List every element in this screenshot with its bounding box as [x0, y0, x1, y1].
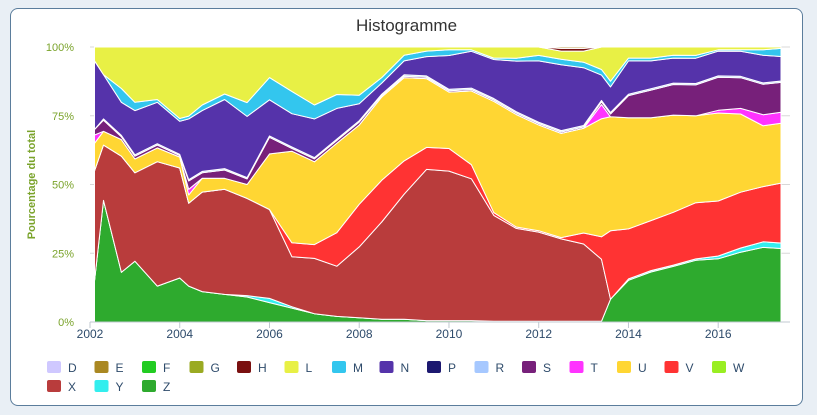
y-tick-label: 0% [58, 317, 74, 329]
x-tick-label: 2010 [436, 327, 463, 341]
legend-swatch [379, 361, 394, 373]
x-tick-label: 2016 [705, 327, 732, 341]
legend-swatch [189, 361, 204, 373]
legend-label: E [116, 361, 124, 375]
stacked-areas [94, 46, 782, 323]
legend-item-n[interactable]: N [379, 361, 410, 375]
legend-item-r[interactable]: R [474, 361, 505, 375]
x-tick-label: 2014 [615, 327, 642, 341]
legend-label: Y [116, 380, 124, 394]
legend-item-u[interactable]: U [617, 361, 647, 375]
legend-item-s[interactable]: S [522, 361, 551, 375]
legend-label: F [163, 361, 170, 375]
y-tick-label: 50% [52, 180, 74, 192]
axes: 0% 25% 50% 75% 100% 2002 2004 2006 2008 2010 2012 2… [26, 42, 790, 341]
legend-label: D [68, 361, 77, 375]
legend-label: N [401, 361, 410, 375]
legend-item-p[interactable]: P [427, 361, 456, 375]
legend-item-z[interactable]: Z [142, 380, 170, 394]
legend-label: T [591, 361, 599, 375]
y-tick-label: 75% [52, 111, 74, 123]
legend-swatch [47, 380, 61, 392]
legend-label: W [733, 361, 745, 375]
x-tick-label: 2004 [166, 327, 193, 341]
legend-swatch [332, 361, 346, 373]
legend-item-l[interactable]: L [284, 361, 313, 375]
y-tick-label: 25% [52, 248, 74, 260]
legend-swatch [94, 361, 109, 373]
legend-swatch [94, 380, 109, 392]
x-tick-label: 2012 [525, 327, 552, 341]
legend-item-y[interactable]: Y [94, 380, 124, 394]
legend-item-f[interactable]: F [142, 361, 170, 375]
legend-swatch [237, 361, 251, 373]
legend-label: Z [163, 380, 170, 394]
legend-item-w[interactable]: W [712, 361, 745, 375]
legend-item-h[interactable]: H [237, 361, 267, 375]
legend-swatch [617, 361, 631, 373]
legend-label: U [638, 361, 647, 375]
legend-swatch [664, 361, 679, 373]
legend-swatch [569, 361, 584, 373]
legend-label: L [306, 361, 313, 375]
legend-item-m[interactable]: M [332, 361, 363, 375]
legend-label: X [68, 380, 76, 394]
x-tick-label: 2006 [256, 327, 283, 341]
legend-label: S [543, 361, 551, 375]
legend-label: P [448, 361, 456, 375]
legend-item-d[interactable]: D [47, 361, 77, 375]
legend-label: M [353, 361, 363, 375]
legend-swatch [427, 361, 441, 373]
legend-item-e[interactable]: E [94, 361, 124, 375]
area-series-e [94, 46, 782, 49]
legend-item-v[interactable]: V [664, 361, 694, 375]
y-axis-label: Pourcentage du total [26, 130, 38, 239]
y-tick-label: 100% [46, 42, 74, 54]
legend: D E F G H L M N P R S T U V W X Y Z [47, 361, 745, 394]
legend-swatch [474, 361, 489, 373]
legend-swatch [522, 361, 536, 373]
legend-label: V [686, 361, 694, 375]
legend-label: H [258, 361, 267, 375]
chart-title: Histogramme [355, 16, 458, 35]
legend-swatch [47, 361, 61, 373]
x-tick-label: 2008 [346, 327, 373, 341]
legend-item-g[interactable]: G [189, 361, 220, 375]
legend-item-x[interactable]: X [47, 380, 76, 394]
x-tick-label: 2002 [77, 327, 104, 341]
legend-swatch [142, 361, 156, 373]
legend-label: G [211, 361, 220, 375]
legend-label: R [496, 361, 505, 375]
legend-swatch [712, 361, 726, 373]
legend-swatch [284, 361, 299, 373]
legend-item-t[interactable]: T [569, 361, 599, 375]
legend-swatch [142, 380, 156, 392]
